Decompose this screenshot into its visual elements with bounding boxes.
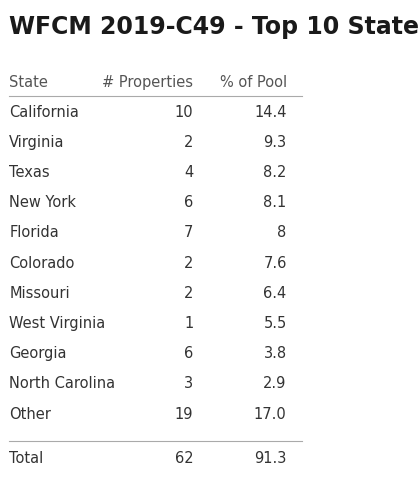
- Text: 8.1: 8.1: [263, 195, 287, 210]
- Text: New York: New York: [9, 195, 76, 210]
- Text: # Properties: # Properties: [102, 75, 193, 91]
- Text: Texas: Texas: [9, 165, 50, 180]
- Text: State: State: [9, 75, 48, 91]
- Text: Other: Other: [9, 407, 51, 422]
- Text: WFCM 2019-C49 - Top 10 States: WFCM 2019-C49 - Top 10 States: [9, 15, 420, 38]
- Text: California: California: [9, 105, 79, 120]
- Text: 2: 2: [184, 286, 193, 301]
- Text: West Virginia: West Virginia: [9, 316, 105, 331]
- Text: % of Pool: % of Pool: [220, 75, 287, 91]
- Text: Missouri: Missouri: [9, 286, 70, 301]
- Text: 7.6: 7.6: [263, 256, 287, 271]
- Text: 6: 6: [184, 195, 193, 210]
- Text: 3.8: 3.8: [264, 346, 287, 361]
- Text: 2.9: 2.9: [263, 376, 287, 392]
- Text: 2: 2: [184, 135, 193, 150]
- Text: 8.2: 8.2: [263, 165, 287, 180]
- Text: Florida: Florida: [9, 225, 59, 241]
- Text: Total: Total: [9, 451, 44, 467]
- Text: 14.4: 14.4: [254, 105, 287, 120]
- Text: 1: 1: [184, 316, 193, 331]
- Text: 3: 3: [184, 376, 193, 392]
- Text: 2: 2: [184, 256, 193, 271]
- Text: 91.3: 91.3: [254, 451, 287, 467]
- Text: 10: 10: [175, 105, 193, 120]
- Text: 7: 7: [184, 225, 193, 241]
- Text: 19: 19: [175, 407, 193, 422]
- Text: 9.3: 9.3: [264, 135, 287, 150]
- Text: 4: 4: [184, 165, 193, 180]
- Text: 5.5: 5.5: [263, 316, 287, 331]
- Text: Colorado: Colorado: [9, 256, 75, 271]
- Text: 17.0: 17.0: [254, 407, 287, 422]
- Text: 6.4: 6.4: [263, 286, 287, 301]
- Text: 62: 62: [175, 451, 193, 467]
- Text: Virginia: Virginia: [9, 135, 65, 150]
- Text: 8: 8: [278, 225, 287, 241]
- Text: Georgia: Georgia: [9, 346, 67, 361]
- Text: 6: 6: [184, 346, 193, 361]
- Text: North Carolina: North Carolina: [9, 376, 116, 392]
